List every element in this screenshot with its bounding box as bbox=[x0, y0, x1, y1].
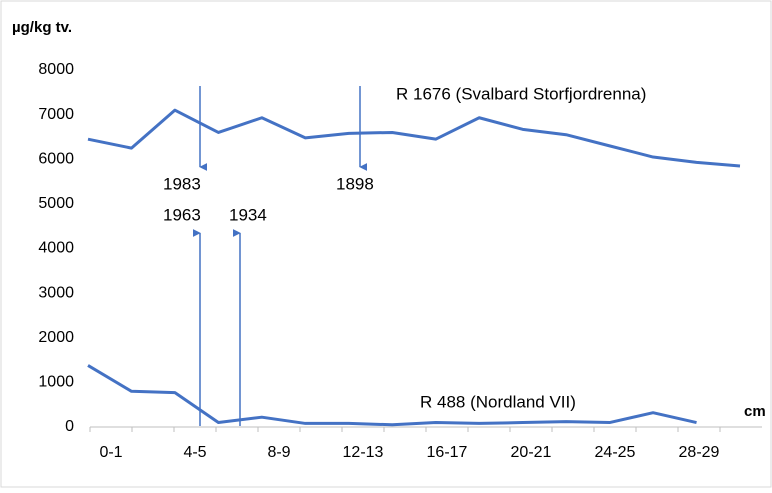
annotation: 1898 bbox=[336, 174, 374, 193]
annotation: 1963 bbox=[163, 205, 201, 224]
annotation: 1934 bbox=[229, 205, 267, 224]
x-tick-label: 4-5 bbox=[183, 444, 206, 461]
y-tick-label: 2000 bbox=[38, 329, 74, 346]
y-tick-label: 5000 bbox=[38, 195, 74, 212]
annotation: 1983 bbox=[163, 174, 201, 193]
x-axis-label: cm bbox=[744, 403, 766, 420]
y-tick-label: 1000 bbox=[38, 374, 74, 391]
x-tick-label: 28-29 bbox=[679, 444, 720, 461]
series-label: R 488 (Nordland VII) bbox=[420, 392, 576, 411]
y-tick-label: 7000 bbox=[38, 106, 74, 123]
y-tick-label: 8000 bbox=[38, 61, 74, 78]
x-tick-label: 24-25 bbox=[595, 444, 636, 461]
series-line bbox=[87, 364, 697, 427]
y-axis-label: µg/kg tv. bbox=[12, 19, 72, 36]
x-tick-label: 0-1 bbox=[99, 444, 122, 461]
x-tick-label: 20-21 bbox=[511, 444, 552, 461]
x-tick-label: 16-17 bbox=[427, 444, 468, 461]
y-tick-label: 3000 bbox=[38, 284, 74, 301]
series-label: R 1676 (Svalbard Storfjordrenna) bbox=[396, 84, 646, 103]
y-tick-label: 6000 bbox=[38, 150, 74, 167]
series-line bbox=[87, 108, 741, 168]
y-tick-label: 0 bbox=[65, 418, 74, 435]
y-tick-label: 4000 bbox=[38, 240, 74, 257]
x-tick-label: 8-9 bbox=[267, 444, 290, 461]
x-tick-label: 12-13 bbox=[343, 444, 384, 461]
